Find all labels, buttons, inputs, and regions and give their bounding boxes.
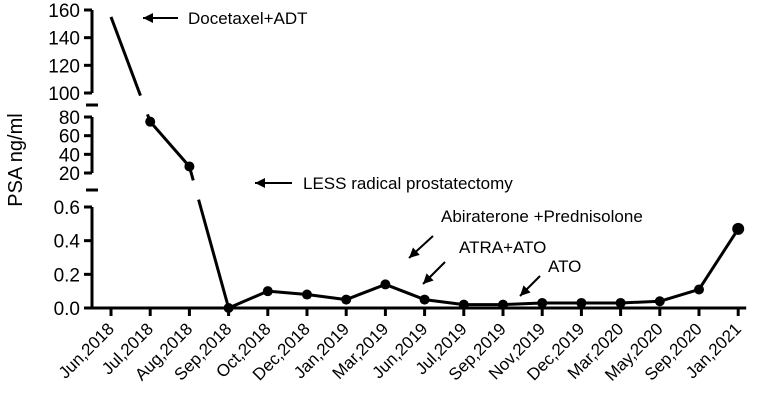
y-tick-label: 60: [59, 127, 80, 148]
data-point: [302, 289, 312, 300]
data-point: [732, 222, 745, 235]
y-tick-label: 0.0: [54, 299, 80, 320]
data-point: [654, 296, 665, 307]
annotation-label: LESS radical prostatectomy: [303, 174, 513, 193]
annotation-label: ATRA+ATO: [459, 238, 546, 257]
y-tick-label: 40: [59, 145, 80, 166]
y-tick-label: 120: [48, 56, 80, 77]
series-line-segment: [306, 293, 347, 302]
data-point: [380, 279, 391, 290]
y-tick-label: 20: [59, 164, 80, 185]
data-point: [262, 286, 273, 297]
annotation-label: Docetaxel+ADT: [188, 9, 308, 28]
series-line-segment: [197, 199, 231, 309]
y-tick-label: 80: [59, 108, 80, 129]
series-line-segment: [620, 299, 660, 305]
y-tick-label: 100: [48, 84, 80, 105]
series-line: [109, 16, 745, 313]
series-line-segment: [502, 301, 543, 307]
annotation-arrow-head: [255, 178, 265, 188]
annotation-label: Abiraterone +Prednisolone: [441, 207, 643, 226]
data-point: [419, 294, 430, 305]
y-tick-label: 0.2: [54, 265, 80, 286]
series-line-segment: [697, 228, 740, 291]
data-point: [223, 303, 234, 313]
data-point: [145, 116, 156, 127]
series-line-segment: [228, 289, 269, 310]
series-line-segment: [384, 283, 426, 301]
annotation-label: ATO: [548, 257, 581, 276]
series-line-segment: [659, 288, 700, 303]
series-line-segment: [149, 120, 191, 168]
y-axis-label: PSA ng/ml: [5, 113, 27, 206]
series-line-segment: [109, 16, 142, 97]
annotation-arrow-head: [520, 285, 531, 296]
series-line-segment: [424, 298, 464, 307]
data-point: [184, 161, 195, 172]
series-line-segment: [345, 283, 386, 301]
y-tick-label: 0.4: [54, 232, 81, 253]
data-point: [537, 297, 548, 308]
data-point: [694, 284, 704, 295]
annotation-arrow-head: [409, 247, 420, 258]
annotation-arrow-head: [423, 273, 434, 284]
data-point: [458, 299, 469, 310]
data-point: [341, 294, 352, 305]
data-point: [576, 297, 587, 308]
y-tick-label: 160: [48, 1, 80, 22]
series-line-segment: [267, 289, 308, 297]
annotations: Docetaxel+ADT LESS radical prostatectomy A…: [143, 9, 643, 297]
annotation-arrow-head: [143, 13, 153, 23]
data-point: [615, 297, 626, 308]
y-tick-label: 140: [48, 29, 80, 50]
data-point: [498, 299, 508, 310]
y-tick-label: 0.6: [54, 198, 80, 219]
